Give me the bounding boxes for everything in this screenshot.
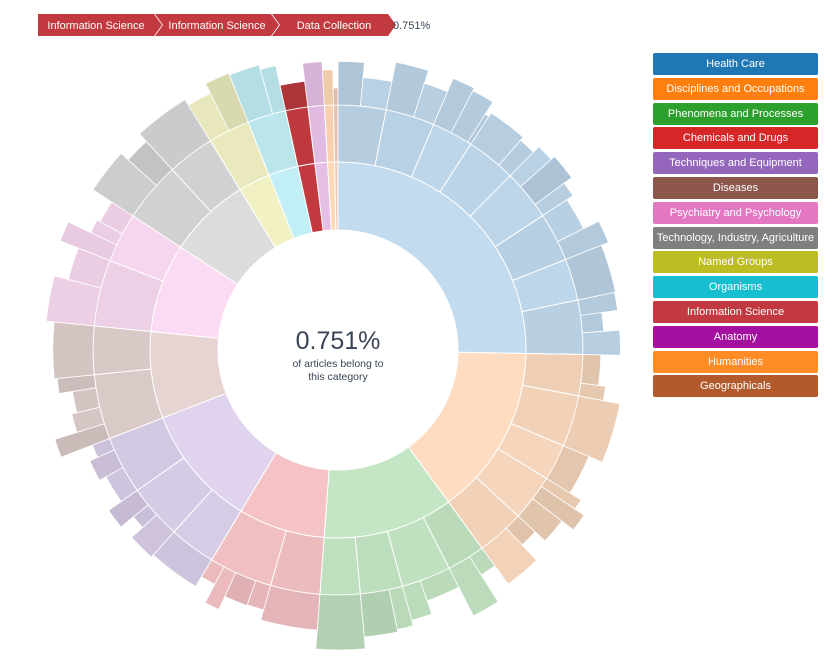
arc-information-science-leaf[interactable] — [279, 80, 309, 112]
breadcrumb-label: Data Collection — [297, 20, 372, 32]
arc-humanities-leaf[interactable] — [322, 69, 334, 106]
breadcrumb-label: Information Science — [47, 20, 144, 32]
legend-item[interactable]: Diseases — [653, 176, 818, 199]
arc-geographicals-sub[interactable] — [332, 104, 339, 163]
arc-diseases-sub[interactable] — [92, 325, 152, 376]
legend-item[interactable]: Information Science — [653, 300, 818, 323]
arc-phenomena-and-processes-leaf[interactable] — [315, 593, 366, 651]
legend-item[interactable]: Psychiatry and Psychology — [653, 201, 818, 224]
breadcrumb-item[interactable]: Information Science — [155, 14, 279, 36]
legend-item[interactable]: Anatomy — [653, 325, 818, 348]
center-hole — [219, 231, 457, 469]
sunburst-arcs — [45, 60, 621, 651]
arc-health-care-leaf[interactable] — [581, 329, 621, 356]
arc-phenomena-and-processes-sub[interactable] — [319, 536, 361, 596]
arc-diseases-leaf[interactable] — [52, 321, 95, 380]
center-percent: 0.751% — [296, 327, 381, 355]
legend-item[interactable]: Named Groups — [653, 251, 818, 274]
legend-item[interactable]: Chemicals and Drugs — [653, 127, 818, 150]
legend-item[interactable]: Techniques and Equipment — [653, 152, 818, 175]
center-caption-line2: this category — [308, 371, 368, 383]
legend-item[interactable]: Humanities — [653, 350, 818, 373]
arc-geographicals-leaf[interactable] — [332, 87, 339, 106]
breadcrumb-value: 0.751% — [393, 20, 431, 32]
breadcrumb-label: Information Science — [168, 20, 265, 32]
breadcrumb-item[interactable]: Data Collection — [272, 14, 396, 36]
legend-item[interactable]: Phenomena and Processes — [653, 102, 818, 125]
legend: Health Care Disciplines and Occupations Ph… — [653, 53, 818, 400]
legend-item[interactable]: Geographicals — [653, 375, 818, 398]
legend-item[interactable]: Health Care — [653, 53, 818, 75]
center-caption-line1: of articles belong to — [292, 358, 383, 370]
legend-item[interactable]: Technology, Industry, Agriculture — [653, 226, 818, 249]
legend-item[interactable]: Organisms — [653, 276, 818, 299]
legend-item[interactable]: Disciplines and Occupations — [653, 77, 818, 100]
arc-health-care-leaf[interactable] — [337, 60, 365, 107]
breadcrumb: Information Science Information Science Da… — [38, 14, 431, 36]
arc-disciplines-and-occupations-leaf[interactable] — [580, 354, 602, 386]
breadcrumb-item[interactable]: Information Science — [38, 14, 162, 36]
arc-health-care-leaf[interactable] — [580, 312, 605, 334]
